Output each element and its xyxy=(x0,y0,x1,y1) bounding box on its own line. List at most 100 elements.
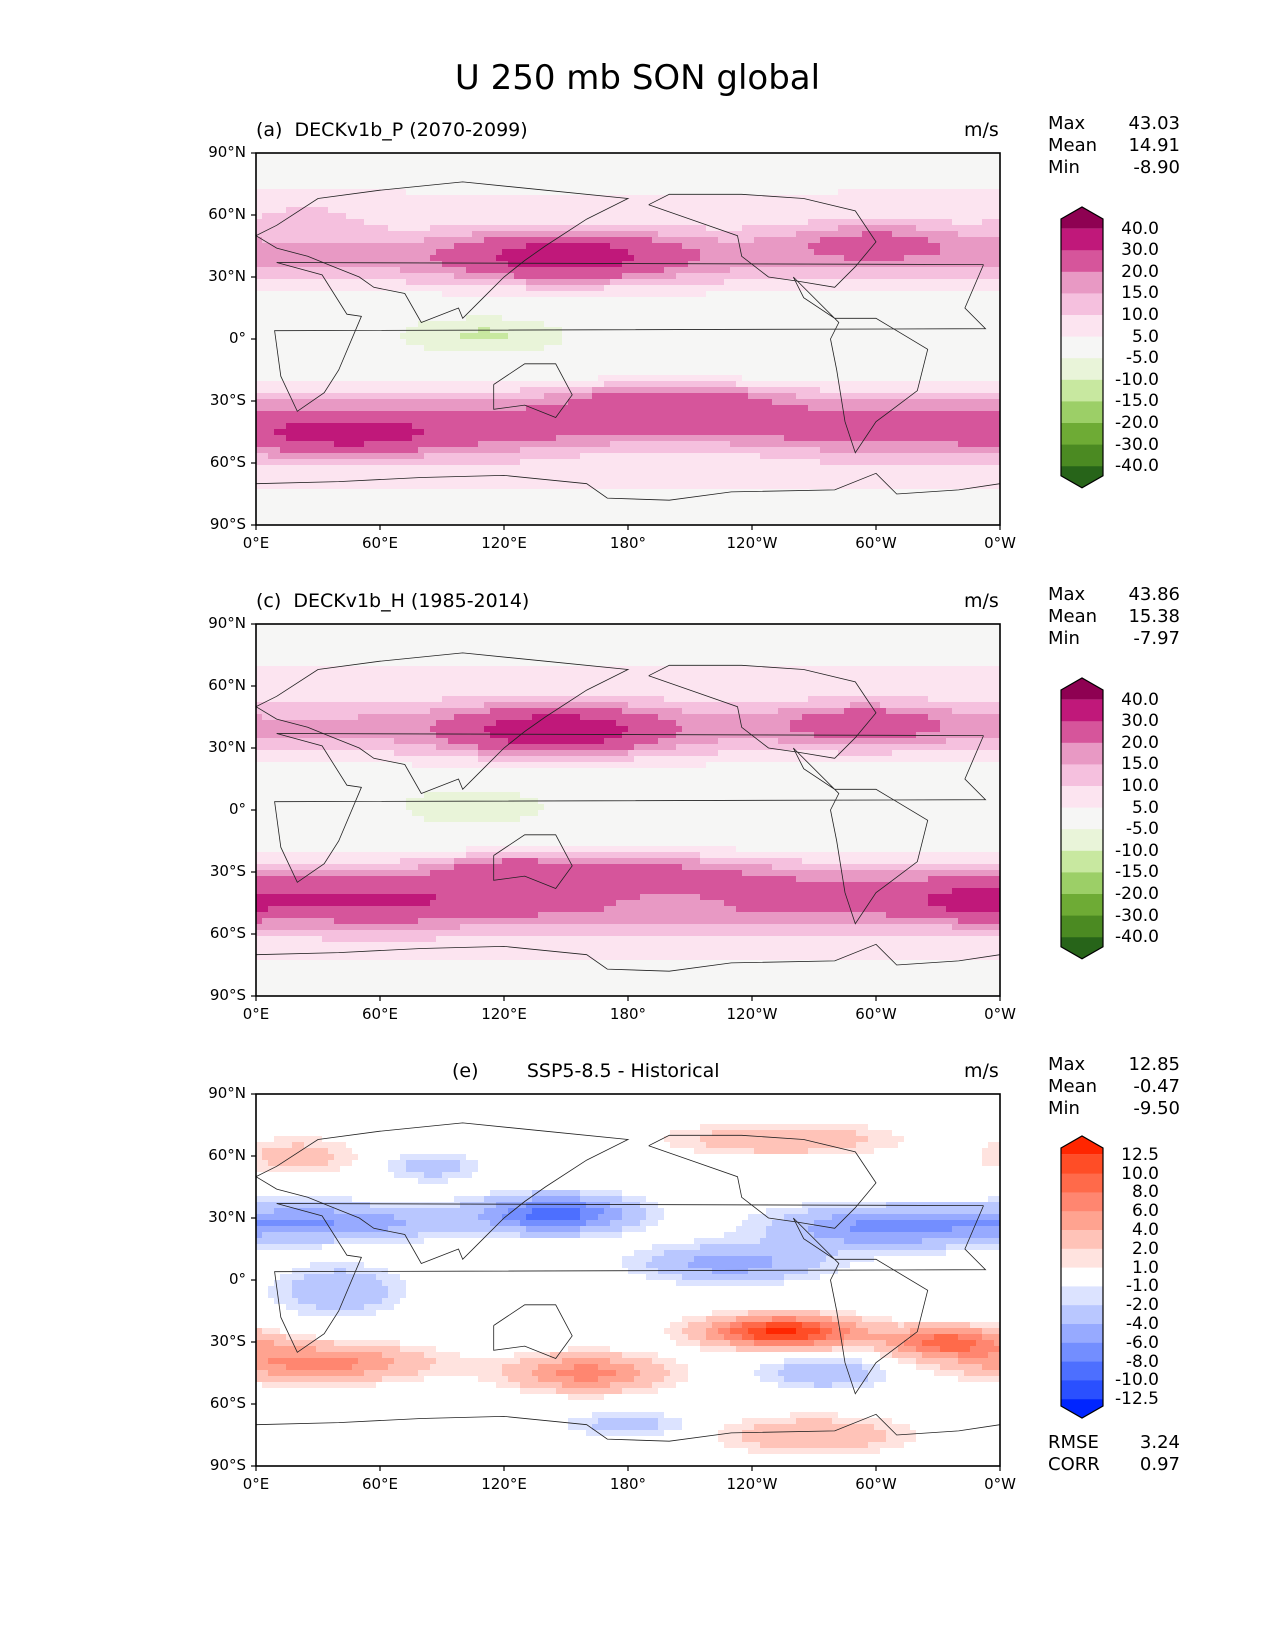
field-cell xyxy=(514,315,520,321)
field-cell xyxy=(706,207,712,213)
field-cell xyxy=(490,255,496,261)
field-cell xyxy=(388,249,394,255)
field-cell xyxy=(904,357,910,363)
field-cell xyxy=(922,213,928,219)
field-cell xyxy=(934,177,940,183)
field-cell xyxy=(802,357,808,363)
field-cell xyxy=(880,237,886,243)
field-cell xyxy=(310,279,316,285)
field-cell xyxy=(778,333,784,339)
field-cell xyxy=(514,267,520,273)
field-cell xyxy=(958,153,964,159)
field-cell xyxy=(616,339,622,345)
field-cell xyxy=(640,387,646,393)
field-cell xyxy=(490,291,496,297)
field-cell xyxy=(634,159,640,165)
field-cell xyxy=(946,303,952,309)
field-cell xyxy=(544,315,550,321)
field-cell xyxy=(580,165,586,171)
field-cell xyxy=(454,177,460,183)
field-cell xyxy=(868,381,874,387)
field-cell xyxy=(490,153,496,159)
field-cell xyxy=(988,273,994,279)
field-cell xyxy=(952,255,958,261)
field-cell xyxy=(280,195,286,201)
field-cell xyxy=(436,201,442,207)
field-cell xyxy=(280,153,286,159)
field-cell xyxy=(886,273,892,279)
field-cell xyxy=(520,237,526,243)
field-cell xyxy=(280,273,286,279)
field-cell xyxy=(742,381,748,387)
field-cell xyxy=(382,159,388,165)
field-cell xyxy=(346,201,352,207)
field-cell xyxy=(886,375,892,381)
field-cell xyxy=(562,219,568,225)
field-cell xyxy=(742,153,748,159)
field-cell xyxy=(304,363,310,369)
field-cell xyxy=(766,279,772,285)
field-cell xyxy=(340,237,346,243)
field-cell xyxy=(604,273,610,279)
field-cell xyxy=(382,351,388,357)
field-cell xyxy=(838,291,844,297)
field-cell xyxy=(946,345,952,351)
field-cell xyxy=(700,213,706,219)
field-cell xyxy=(772,321,778,327)
field-cell xyxy=(280,339,286,345)
field-cell xyxy=(736,285,742,291)
field-cell xyxy=(370,327,376,333)
field-cell xyxy=(688,327,694,333)
field-cell xyxy=(304,165,310,171)
field-cell xyxy=(274,171,280,177)
field-cell xyxy=(838,339,844,345)
field-cell xyxy=(916,363,922,369)
field-cell xyxy=(412,291,418,297)
field-cell xyxy=(322,219,328,225)
field-cell xyxy=(340,285,346,291)
field-cell xyxy=(844,315,850,321)
field-cell xyxy=(898,387,904,393)
field-cell xyxy=(682,261,688,267)
field-cell xyxy=(910,321,916,327)
field-cell xyxy=(634,177,640,183)
field-cell xyxy=(916,321,922,327)
field-cell xyxy=(640,291,646,297)
field-cell xyxy=(994,345,1000,351)
field-cell xyxy=(646,381,652,387)
field-cell xyxy=(544,339,550,345)
field-cell xyxy=(868,231,874,237)
field-cell xyxy=(874,267,880,273)
field-cell xyxy=(466,369,472,375)
field-cell xyxy=(982,285,988,291)
field-cell xyxy=(574,195,580,201)
field-cell xyxy=(496,189,502,195)
field-cell xyxy=(538,159,544,165)
field-cell xyxy=(556,363,562,369)
field-cell xyxy=(322,375,328,381)
field-cell xyxy=(322,333,328,339)
field-cell xyxy=(418,165,424,171)
field-cell xyxy=(454,321,460,327)
field-cell xyxy=(274,279,280,285)
field-cell xyxy=(568,369,574,375)
field-cell xyxy=(874,285,880,291)
field-cell xyxy=(640,327,646,333)
field-cell xyxy=(598,165,604,171)
field-cell xyxy=(454,285,460,291)
field-cell xyxy=(880,255,886,261)
field-cell xyxy=(424,255,430,261)
field-cell xyxy=(406,297,412,303)
field-cell xyxy=(574,231,580,237)
field-cell xyxy=(778,201,784,207)
field-cell xyxy=(334,351,340,357)
field-cell xyxy=(592,231,598,237)
field-cell xyxy=(688,255,694,261)
field-cell xyxy=(892,375,898,381)
field-cell xyxy=(448,369,454,375)
field-cell xyxy=(574,369,580,375)
field-cell xyxy=(916,315,922,321)
field-cell xyxy=(700,159,706,165)
field-cell xyxy=(856,261,862,267)
field-cell xyxy=(640,273,646,279)
